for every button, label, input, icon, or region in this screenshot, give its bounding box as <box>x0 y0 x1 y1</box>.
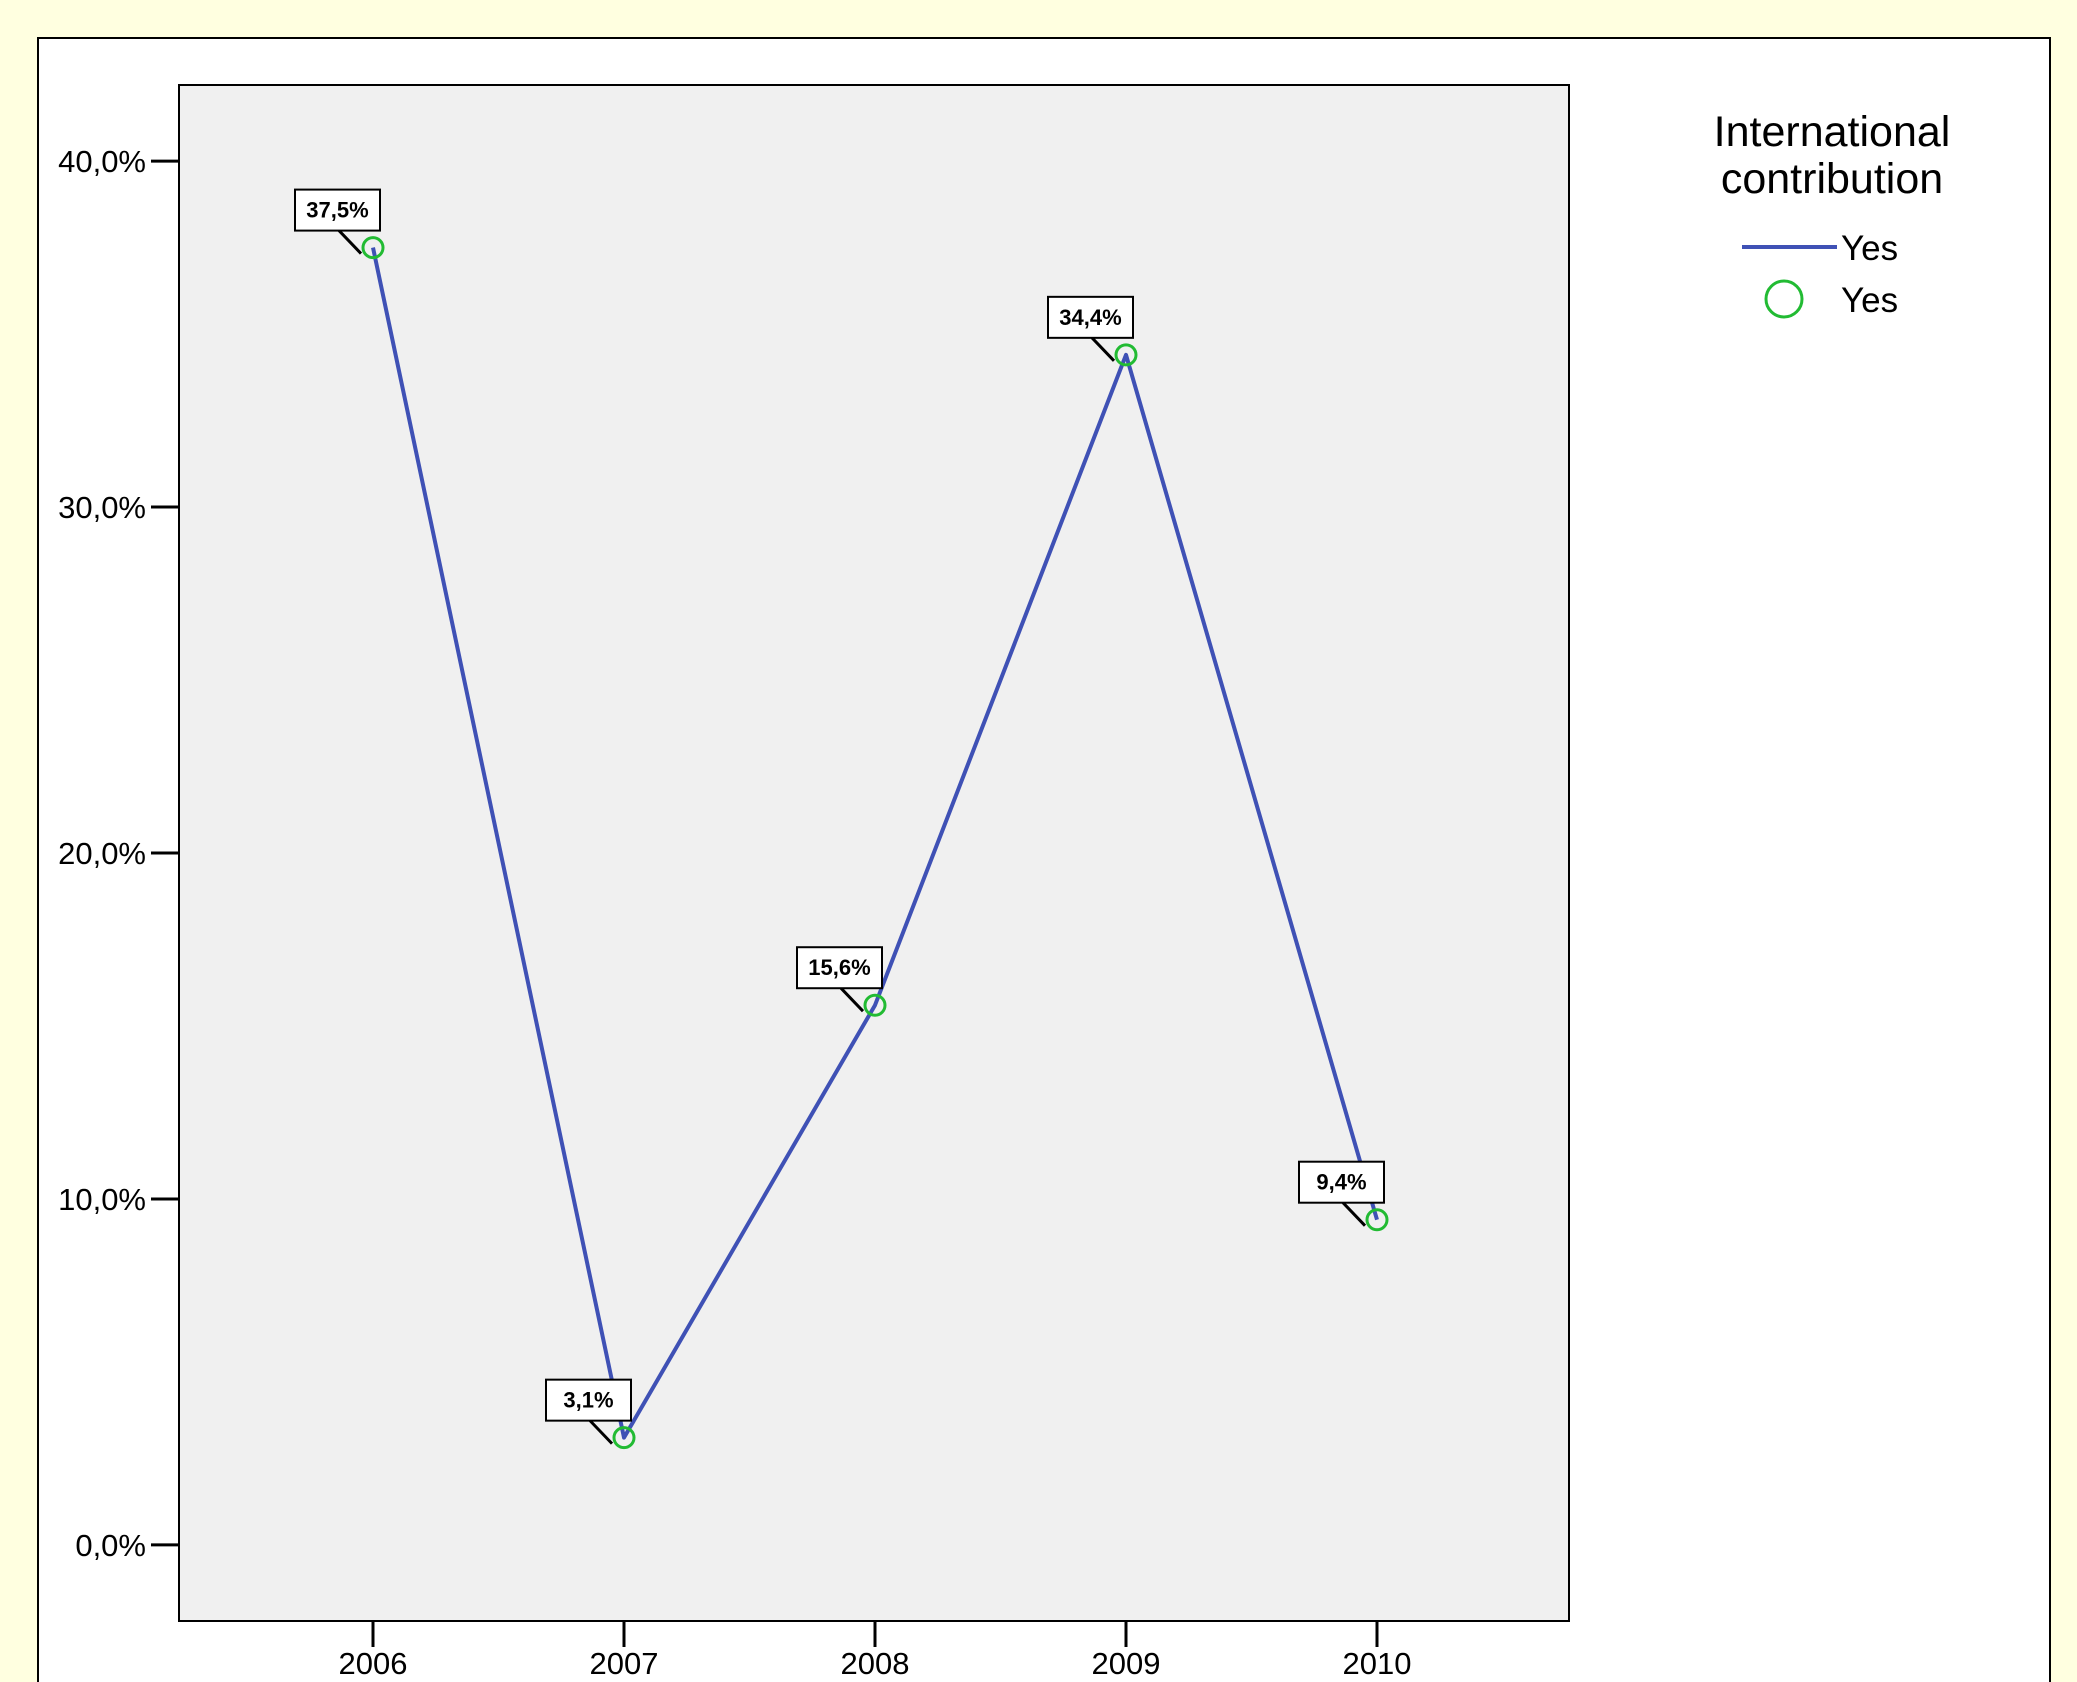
data-label: 37,5% <box>294 188 381 255</box>
data-point-marker <box>612 1426 636 1450</box>
data-label: 15,6% <box>796 946 883 1013</box>
data-label-layer: 37,5% 3,1% 15,6% 34,4% 9,4% <box>294 188 1385 1445</box>
data-label-text: 34,4% <box>1059 305 1121 330</box>
data-label: 34,4% <box>1047 295 1134 362</box>
y-tick-label: 20,0% <box>58 836 146 871</box>
y-tick-label: 0,0% <box>75 1528 146 1563</box>
legend-title-line-1: International <box>1714 108 1951 156</box>
data-label-text: 3,1% <box>563 1388 613 1413</box>
legend-entry-line-label: Yes <box>1841 229 1898 268</box>
data-point-marker <box>863 993 887 1017</box>
data-label-text: 37,5% <box>306 198 368 223</box>
x-tick-label: 2007 <box>590 1646 659 1681</box>
x-axis: 2006 2007 2008 2009 2010 <box>339 1621 1412 1681</box>
y-tick-label: 30,0% <box>58 490 146 525</box>
legend: International contribution Yes Yes <box>1714 108 1951 320</box>
data-point-marker <box>1365 1208 1389 1232</box>
y-tick-label: 40,0% <box>58 144 146 179</box>
data-label: 9,4% <box>1298 1160 1385 1227</box>
x-tick-label: 2008 <box>841 1646 910 1681</box>
plot-area <box>178 84 1570 1622</box>
data-label-text: 9,4% <box>1316 1170 1366 1195</box>
series-layer <box>361 236 1389 1450</box>
y-tick-label: 10,0% <box>58 1182 146 1217</box>
data-label-text: 15,6% <box>808 955 870 980</box>
data-label: 3,1% <box>545 1378 632 1445</box>
x-tick-label: 2010 <box>1343 1646 1412 1681</box>
data-point-marker <box>361 236 385 260</box>
legend-entry-marker-label: Yes <box>1841 281 1898 320</box>
x-tick-label: 2009 <box>1092 1646 1161 1681</box>
y-axis: 0,0% 10,0% 20,0% 30,0% 40,0% <box>58 144 179 1563</box>
legend-marker-swatch <box>1764 279 1804 319</box>
x-tick-label: 2006 <box>339 1646 408 1681</box>
data-point-marker <box>1114 343 1138 367</box>
legend-title-line-2: contribution <box>1721 155 1943 203</box>
series-line <box>371 247 1379 1440</box>
